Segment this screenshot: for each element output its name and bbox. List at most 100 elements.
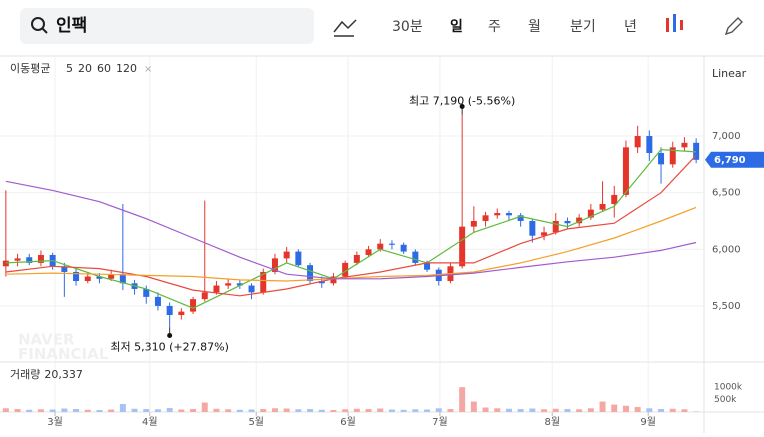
candle-body [482, 215, 489, 221]
volume-bar [482, 407, 489, 412]
interval-tab[interactable]: 년 [624, 19, 637, 35]
legend-entry: 60 [97, 62, 111, 75]
volume-bar [611, 404, 618, 412]
volume-bar [307, 409, 314, 412]
volume-bar [37, 409, 44, 412]
legend-title: 이동평균 [10, 62, 50, 75]
candle-body [96, 276, 103, 279]
volume-bar [388, 409, 395, 412]
volume-bar [377, 408, 384, 412]
volume-tick-label: 1000k [714, 383, 743, 393]
volume-bar [84, 409, 91, 412]
candle-icon[interactable] [666, 18, 669, 32]
annotation-label: 최고 7,190 (-5.56%) [409, 94, 515, 107]
search-icon-handle [41, 27, 48, 34]
x-tick-label: 9월 [640, 416, 656, 428]
volume-bar [353, 408, 360, 412]
volume-bar [61, 408, 68, 412]
candle-body [213, 285, 220, 293]
candle-body [236, 283, 243, 286]
volume-bar [166, 408, 173, 412]
volume-bar [459, 387, 466, 412]
candle-body [541, 232, 548, 236]
annotation-dot [459, 103, 465, 109]
volume-bar [576, 409, 583, 412]
volume-bar [73, 409, 80, 412]
volume-bar [400, 409, 407, 412]
candle-body [622, 147, 629, 195]
legend-entry: 20 [78, 62, 92, 75]
search-icon [31, 17, 45, 31]
legend-close[interactable]: × [144, 64, 152, 75]
candle-body [307, 265, 314, 282]
volume-bar [424, 409, 431, 412]
candle-body [564, 220, 571, 224]
candle-body [529, 220, 536, 236]
volume-bar [225, 409, 232, 412]
volume-bar [260, 409, 267, 412]
candle-icon [680, 20, 683, 30]
volume-bar [131, 408, 138, 412]
volume-bar [342, 409, 349, 412]
candle-body [248, 285, 255, 293]
candle-body [587, 209, 594, 218]
candle-body [552, 220, 559, 233]
volume-bar [529, 408, 536, 412]
candle-body [611, 194, 618, 204]
volume-bar [494, 408, 501, 412]
x-tick-label: 5월 [248, 416, 264, 428]
volume-bar [96, 410, 103, 412]
volume-bar [587, 408, 594, 412]
volume-bar [541, 409, 548, 412]
interval-tab[interactable]: 분기 [570, 19, 596, 35]
candle-body [505, 213, 512, 216]
volume-last: 20,337 [44, 368, 83, 381]
volume-bar [435, 408, 442, 412]
volume-bar [634, 407, 641, 412]
candle-body [260, 271, 267, 293]
ma-line [5, 206, 697, 282]
candle-body [658, 153, 665, 165]
watermark: FINANCIAL [18, 345, 109, 363]
volume-label: 거래량 [10, 368, 40, 381]
x-tick-label: 6월 [340, 416, 356, 428]
ma-line [5, 148, 697, 309]
candle-body [271, 258, 278, 272]
candle-body [470, 220, 477, 227]
search-box[interactable] [20, 8, 314, 44]
candle-body [119, 274, 126, 284]
indicator-icon[interactable] [333, 19, 357, 33]
candle-body [201, 292, 208, 300]
candle-body [84, 276, 91, 282]
volume-bar [470, 401, 477, 412]
volume-bar [248, 409, 255, 412]
interval-tab[interactable]: 주 [488, 19, 501, 35]
interval-tab[interactable]: 일 [450, 19, 463, 35]
volume-bar [154, 409, 161, 412]
scale-mode[interactable]: Linear [712, 67, 747, 80]
volume-bar [143, 409, 150, 412]
candle-body [318, 281, 325, 284]
candle-body [634, 136, 641, 148]
candle-body [283, 251, 290, 259]
candle-body [365, 249, 372, 255]
volume-bar [236, 409, 243, 412]
candle-body [388, 243, 395, 245]
candle-body [225, 283, 232, 286]
interval-tab[interactable]: 월 [528, 19, 541, 35]
candle-body [154, 296, 161, 306]
volume-bar [283, 408, 290, 412]
legend-entry: 120 [116, 62, 137, 75]
volume-bar [178, 409, 185, 412]
candle-body [190, 299, 197, 312]
candle-body [599, 203, 606, 210]
draw-icon[interactable] [724, 17, 743, 36]
interval-tab[interactable]: 30분 [392, 19, 423, 35]
x-tick-label: 7월 [432, 416, 448, 428]
candle-body [295, 251, 302, 266]
x-tick-label: 4월 [142, 416, 158, 428]
candle-body [459, 226, 466, 267]
y-tick-label: 6,000 [712, 244, 741, 255]
volume-bar [49, 409, 56, 412]
